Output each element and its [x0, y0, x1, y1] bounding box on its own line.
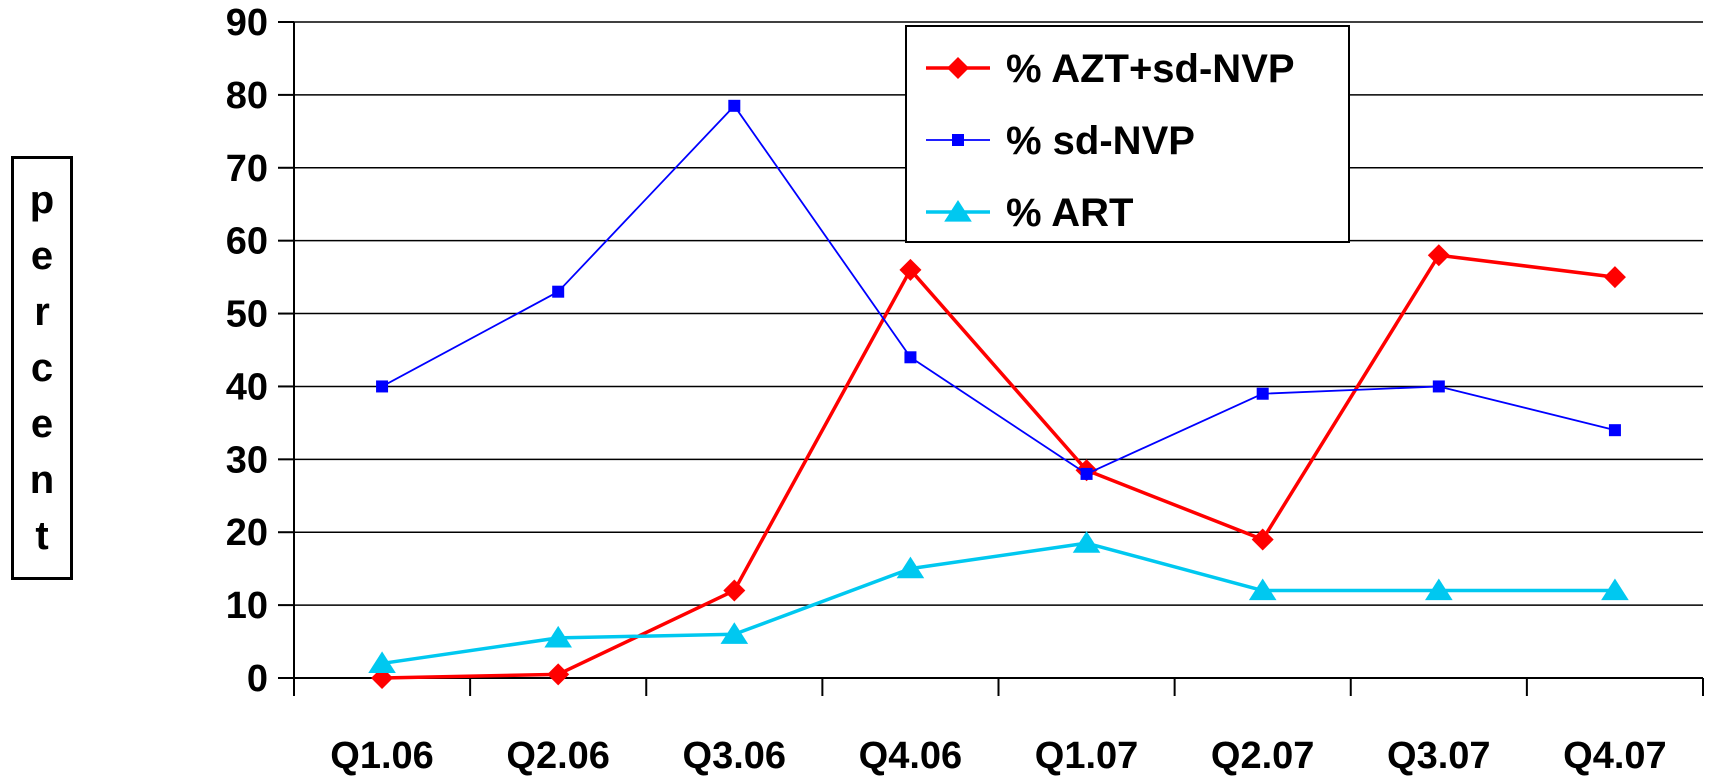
data-point [1251, 528, 1274, 551]
y-axis-label-letter: n [29, 458, 55, 502]
x-tick-label: Q2.06 [506, 735, 610, 777]
x-tick-label: Q2.07 [1211, 735, 1315, 777]
legend-marker [947, 57, 969, 79]
y-axis-label-letter: r [34, 290, 50, 334]
data-point [728, 99, 741, 112]
data-point [1425, 578, 1453, 601]
data-point [552, 285, 565, 298]
data-point [1608, 424, 1621, 437]
data-point [1080, 467, 1093, 480]
x-tick-label: Q1.06 [330, 735, 434, 777]
data-point [1601, 578, 1629, 601]
series-diamond [371, 244, 1626, 689]
data-point [1427, 244, 1450, 267]
y-tick-label: 60 [226, 221, 268, 263]
series-square [376, 99, 1621, 480]
legend-label: % sd-NVP [1006, 119, 1195, 163]
data-point [1432, 380, 1445, 393]
data-point [720, 622, 749, 644]
data-point [368, 651, 396, 674]
y-tick-label: 0 [247, 658, 268, 700]
data-point [723, 579, 746, 602]
x-tick-labels: Q1.06 Q2.06 Q3.06 Q4.06 Q1.07 Q2.07 Q3.07 Q4.07 [330, 735, 1666, 777]
legend: % AZT+sd-NVP % sd-NVP % ART [905, 25, 1350, 243]
legend-entry: % AZT+sd-NVP [926, 47, 1295, 91]
data-point [904, 351, 917, 364]
y-tick-labels: 0 10 20 30 40 50 60 70 80 90 [226, 2, 268, 700]
data-point [1248, 578, 1277, 601]
legend-label: % ART [1006, 191, 1133, 235]
legend-marker [944, 200, 972, 222]
legend-entry: % sd-NVP [926, 119, 1195, 163]
y-tick-label: 80 [226, 75, 268, 117]
series-line [382, 253, 1616, 680]
axes [278, 21, 1704, 696]
y-tick-label: 20 [226, 512, 268, 554]
y-axis-label-letter: e [30, 234, 54, 278]
data-point [376, 380, 389, 393]
data-point [1603, 266, 1626, 289]
y-tick-label: 90 [226, 2, 268, 44]
data-point [896, 556, 925, 579]
x-tick-label: Q3.07 [1387, 735, 1491, 777]
legend-box [905, 25, 1350, 243]
series-line [381, 104, 1616, 475]
y-tick-label: 10 [226, 585, 268, 627]
series-triangle [368, 531, 1629, 674]
legend-entry: % ART [926, 191, 1133, 235]
y-tick-label: 50 [226, 294, 268, 336]
y-axis-label-letter: c [30, 346, 54, 390]
x-tick-label: Q3.06 [683, 735, 787, 777]
y-tick-label: 40 [226, 366, 268, 408]
data-point [899, 258, 922, 281]
y-tick-label: 30 [226, 439, 268, 481]
data-point [1256, 387, 1269, 400]
series-lines [368, 99, 1629, 689]
legend-marker [952, 134, 964, 146]
y-axis-label-letter: e [30, 402, 54, 446]
y-axis-label-letter: t [35, 514, 49, 558]
data-point [547, 663, 570, 686]
legend-label: % AZT+sd-NVP [1006, 47, 1295, 91]
series-line [381, 541, 1615, 666]
x-tick-label: Q4.07 [1563, 735, 1667, 777]
data-point [544, 625, 572, 648]
y-axis-label-letter: p [29, 178, 55, 222]
x-tick-label: Q4.06 [859, 735, 963, 777]
y-tick-label: 70 [226, 148, 268, 190]
x-tick-label: Q1.07 [1035, 735, 1139, 777]
data-point [1072, 531, 1101, 553]
